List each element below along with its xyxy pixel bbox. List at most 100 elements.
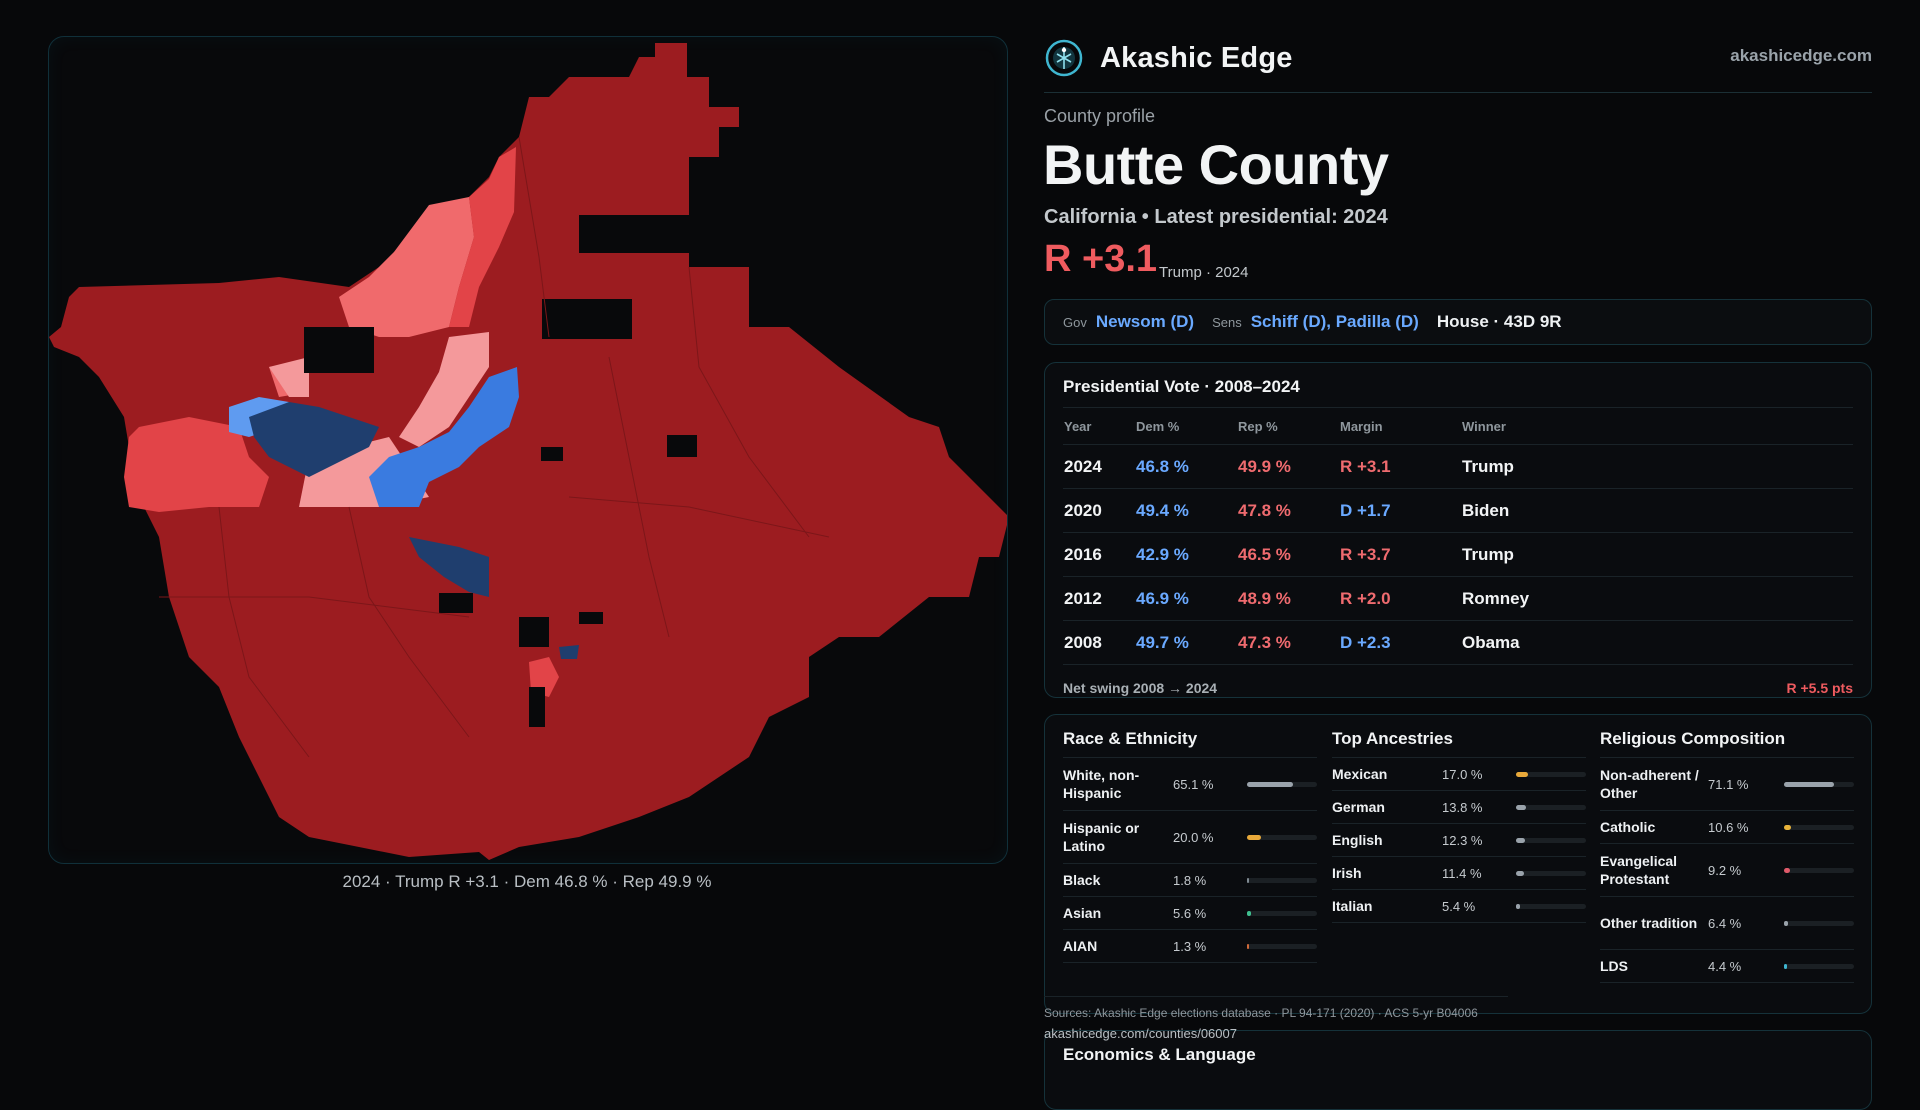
no-data-area bbox=[667, 435, 697, 457]
race-bar-fill bbox=[1247, 910, 1251, 916]
divider bbox=[1332, 757, 1586, 758]
religion-column: Religious Composition Non-adherent / Oth… bbox=[1600, 729, 1854, 983]
headline-margin-note: Trump · 2024 bbox=[1159, 264, 1249, 281]
ancestry-bar bbox=[1516, 771, 1586, 777]
race-column: Race & Ethnicity White, non-Hispanic 65.1… bbox=[1063, 729, 1317, 963]
race-list: White, non-Hispanic 65.1 % Hispanic or Lat… bbox=[1063, 758, 1317, 963]
religion-percent: 6.4 % bbox=[1708, 915, 1742, 931]
no-data-area bbox=[542, 299, 632, 339]
religion-label: Other tradition bbox=[1600, 915, 1698, 931]
race-percent: 5.6 % bbox=[1173, 905, 1207, 921]
race-bar bbox=[1247, 877, 1317, 883]
precinct-boundaries bbox=[159, 136, 830, 758]
precincts-tilt-r[interactable] bbox=[339, 197, 474, 337]
precincts-strong-r[interactable] bbox=[49, 43, 1007, 860]
race-bar-fill bbox=[1247, 781, 1293, 787]
divider bbox=[1063, 757, 1317, 758]
precincts-strong-d-corridor[interactable] bbox=[409, 537, 489, 597]
ancestry-bar bbox=[1516, 903, 1586, 909]
no-data-area bbox=[529, 687, 545, 727]
race-percent: 1.3 % bbox=[1173, 938, 1207, 954]
religion-bar-fill bbox=[1784, 920, 1788, 926]
column-header-winner: Winner bbox=[1461, 408, 1853, 445]
row-margin: R +3.1 bbox=[1339, 444, 1461, 489]
row-year: 2016 bbox=[1063, 532, 1135, 577]
table-row: 2020 49.4 % 47.8 % D +1.7 Biden bbox=[1063, 488, 1853, 533]
row-rep-pct: 47.8 % bbox=[1237, 488, 1339, 533]
permalink[interactable]: akashicedge.com/counties/06007 bbox=[1044, 1026, 1237, 1041]
religion-label: LDS bbox=[1600, 958, 1628, 974]
ancestry-title: Top Ancestries bbox=[1332, 729, 1453, 748]
governor-link[interactable]: Newsom (D) bbox=[1095, 312, 1195, 331]
race-label: White, non-Hispanic bbox=[1063, 767, 1140, 801]
ancestry-bar bbox=[1516, 804, 1586, 810]
race-bar-fill bbox=[1247, 877, 1249, 883]
row-dem-pct: 46.8 % bbox=[1135, 444, 1237, 489]
religion-bar-fill bbox=[1784, 824, 1791, 830]
row-winner: Biden bbox=[1461, 488, 1853, 533]
table-row: 2016 42.9 % 46.5 % R +3.7 Trump bbox=[1063, 532, 1853, 577]
precincts-lean-d[interactable] bbox=[369, 367, 519, 507]
race-percent: 65.1 % bbox=[1173, 776, 1214, 792]
ancestry-row: Italian 5.4 % bbox=[1332, 890, 1586, 923]
presidential-vote-panel: Presidential Vote · 2008–2024 Year Dem %… bbox=[1044, 362, 1872, 698]
ancestry-label: Mexican bbox=[1332, 766, 1388, 782]
no-data-area bbox=[579, 612, 603, 624]
no-data-area bbox=[519, 617, 549, 647]
religion-row: Non-adherent / Other 71.1 % bbox=[1600, 758, 1854, 811]
headline-margin: R +3.1 bbox=[1044, 238, 1158, 280]
divider bbox=[1063, 407, 1853, 408]
ancestry-percent: 11.4 % bbox=[1442, 865, 1482, 881]
race-bar bbox=[1247, 910, 1317, 916]
officials-bar: Gov Newsom (D) Sens Schiff (D), Padilla … bbox=[1044, 299, 1872, 345]
ancestry-bar-fill bbox=[1516, 837, 1525, 843]
race-row: Black 1.8 % bbox=[1063, 864, 1317, 897]
religion-bar bbox=[1784, 824, 1854, 830]
ancestry-percent: 17.0 % bbox=[1442, 766, 1483, 782]
row-winner: Trump bbox=[1461, 532, 1853, 577]
akashic-edge-logo-icon bbox=[1045, 39, 1083, 77]
religion-bar-fill bbox=[1784, 781, 1834, 787]
divider bbox=[1600, 757, 1854, 758]
row-margin: D +2.3 bbox=[1339, 620, 1461, 665]
precincts-strong-d[interactable] bbox=[249, 402, 379, 477]
precincts-weak-r-ne[interactable] bbox=[399, 332, 489, 447]
precinct-map-svg[interactable] bbox=[49, 37, 1007, 863]
row-rep-pct: 49.9 % bbox=[1237, 444, 1339, 489]
precincts-lean-r-north[interactable] bbox=[449, 147, 516, 327]
ancestry-label: Irish bbox=[1332, 865, 1362, 881]
column-header-margin: Margin bbox=[1339, 408, 1461, 445]
row-dem-pct: 42.9 % bbox=[1135, 532, 1237, 577]
site-link[interactable]: akashicedge.com bbox=[1730, 46, 1872, 65]
religion-label: Catholic bbox=[1600, 819, 1656, 835]
senators-link[interactable]: Schiff (D), Padilla (D) bbox=[1250, 312, 1419, 331]
map-caption: 2024 · Trump R +3.1 · Dem 46.8 % · Rep 4… bbox=[342, 872, 712, 891]
table-row: 2008 49.7 % 47.3 % D +2.3 Obama bbox=[1063, 620, 1853, 665]
precincts-oroville-strong-d[interactable] bbox=[559, 645, 579, 659]
precincts-weak-r-nw[interactable] bbox=[269, 357, 309, 397]
column-header-year: Year bbox=[1063, 408, 1135, 445]
column-header-dem: Dem % bbox=[1135, 408, 1237, 445]
ancestry-bar-fill bbox=[1516, 804, 1526, 810]
brand[interactable]: Akashic Edge bbox=[1044, 38, 1293, 78]
ancestry-bar-fill bbox=[1516, 771, 1528, 777]
no-data-area bbox=[579, 215, 689, 253]
row-dem-pct: 49.4 % bbox=[1135, 488, 1237, 533]
demographics-panel: Race & Ethnicity White, non-Hispanic 65.1… bbox=[1044, 714, 1872, 1014]
row-dem-pct: 49.7 % bbox=[1135, 620, 1237, 665]
no-data-area bbox=[439, 593, 473, 613]
precincts-lean-r-west[interactable] bbox=[124, 417, 269, 512]
religion-percent: 71.1 % bbox=[1708, 776, 1749, 792]
race-label: Hispanic or Latino bbox=[1063, 820, 1140, 854]
profile-eyebrow: County profile bbox=[1044, 106, 1156, 126]
religion-row: Other tradition 6.4 % bbox=[1600, 897, 1854, 950]
row-winner: Romney bbox=[1461, 576, 1853, 621]
religion-percent: 4.4 % bbox=[1708, 958, 1742, 974]
row-year: 2012 bbox=[1063, 576, 1135, 621]
house-delegation: House · 43D 9R bbox=[1436, 312, 1562, 331]
row-rep-pct: 47.3 % bbox=[1237, 620, 1339, 665]
religion-row: LDS 4.4 % bbox=[1600, 950, 1854, 983]
county-map[interactable] bbox=[48, 36, 1008, 864]
race-percent: 1.8 % bbox=[1173, 872, 1207, 888]
ancestry-label: Italian bbox=[1332, 898, 1373, 914]
